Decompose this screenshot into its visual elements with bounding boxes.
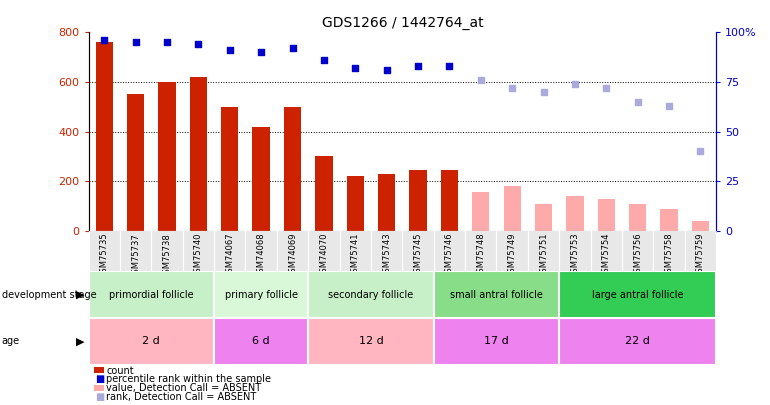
Text: GSM75746: GSM75746 — [445, 233, 454, 279]
Bar — [221, 107, 239, 231]
Bar — [159, 82, 176, 231]
Text: GSM74069: GSM74069 — [288, 233, 297, 278]
Bar — [315, 156, 333, 231]
Text: GSM75741: GSM75741 — [351, 233, 360, 278]
Bar — [434, 318, 559, 364]
Text: GSM74068: GSM74068 — [256, 233, 266, 279]
Point — [192, 41, 205, 47]
Bar — [559, 271, 716, 318]
Point — [569, 81, 581, 87]
Text: value, Detection Call = ABSENT: value, Detection Call = ABSENT — [106, 384, 261, 393]
Point — [349, 65, 361, 71]
Point — [695, 148, 707, 155]
Text: ■: ■ — [95, 375, 104, 384]
Bar — [189, 77, 207, 231]
Bar — [284, 107, 301, 231]
Text: ■: ■ — [95, 392, 104, 402]
Text: ▶: ▶ — [76, 290, 85, 300]
Text: 22 d: 22 d — [625, 336, 650, 346]
Bar — [214, 271, 308, 318]
Text: GSM75745: GSM75745 — [413, 233, 423, 278]
Bar — [434, 271, 559, 318]
Text: 6 d: 6 d — [253, 336, 270, 346]
Point — [444, 63, 456, 69]
Point — [663, 102, 675, 109]
Bar — [253, 127, 270, 231]
Text: large antral follicle: large antral follicle — [592, 290, 684, 300]
Bar — [378, 174, 395, 231]
Bar — [440, 170, 458, 231]
Point — [600, 85, 612, 91]
Text: primary follicle: primary follicle — [225, 290, 298, 300]
Text: count: count — [106, 366, 134, 375]
Bar — [691, 221, 709, 231]
Text: GSM75751: GSM75751 — [539, 233, 548, 278]
Text: GSM75740: GSM75740 — [194, 233, 203, 278]
Text: 12 d: 12 d — [359, 336, 383, 346]
Bar — [559, 318, 716, 364]
Point — [506, 85, 518, 91]
Point — [412, 63, 424, 69]
Text: GSM75748: GSM75748 — [477, 233, 485, 279]
Text: development stage: development stage — [2, 290, 96, 300]
Point — [161, 39, 173, 46]
Point — [537, 89, 550, 95]
Bar — [214, 318, 308, 364]
Bar — [346, 176, 364, 231]
Bar — [566, 196, 584, 231]
Text: rank, Detection Call = ABSENT: rank, Detection Call = ABSENT — [106, 392, 256, 402]
Text: GSM74067: GSM74067 — [226, 233, 234, 279]
Bar — [308, 271, 434, 318]
Point — [255, 49, 267, 55]
Point — [129, 39, 142, 46]
Text: GSM75759: GSM75759 — [696, 233, 705, 278]
Text: GSM75754: GSM75754 — [602, 233, 611, 278]
Bar — [95, 43, 113, 231]
Bar — [535, 204, 552, 231]
Text: 2 d: 2 d — [142, 336, 160, 346]
Text: GSM75758: GSM75758 — [665, 233, 674, 279]
Text: age: age — [2, 336, 20, 346]
Text: GSM75738: GSM75738 — [162, 233, 172, 279]
Text: percentile rank within the sample: percentile rank within the sample — [106, 375, 271, 384]
Text: GSM75753: GSM75753 — [571, 233, 579, 279]
Bar — [598, 198, 615, 231]
Bar — [504, 186, 521, 231]
Bar — [308, 318, 434, 364]
Text: GSM75735: GSM75735 — [100, 233, 109, 279]
Bar — [89, 271, 214, 318]
Bar — [629, 204, 646, 231]
Point — [318, 57, 330, 64]
Text: GSM75749: GSM75749 — [507, 233, 517, 278]
Text: ▶: ▶ — [76, 336, 85, 346]
Point — [98, 37, 110, 44]
Bar — [410, 170, 427, 231]
Text: small antral follicle: small antral follicle — [450, 290, 543, 300]
Text: primordial follicle: primordial follicle — [109, 290, 193, 300]
Text: GSM75743: GSM75743 — [382, 233, 391, 279]
Point — [286, 45, 299, 51]
Text: GSM75756: GSM75756 — [633, 233, 642, 279]
Text: secondary follicle: secondary follicle — [328, 290, 413, 300]
Title: GDS1266 / 1442764_at: GDS1266 / 1442764_at — [322, 16, 483, 30]
Text: GSM74070: GSM74070 — [320, 233, 328, 278]
Point — [380, 67, 393, 73]
Text: GSM75737: GSM75737 — [131, 233, 140, 279]
Text: 17 d: 17 d — [484, 336, 509, 346]
Bar — [127, 94, 144, 231]
Bar — [89, 318, 214, 364]
Bar — [472, 192, 490, 231]
Point — [223, 47, 236, 53]
Point — [631, 99, 644, 105]
Bar — [661, 209, 678, 231]
Point — [474, 77, 487, 83]
